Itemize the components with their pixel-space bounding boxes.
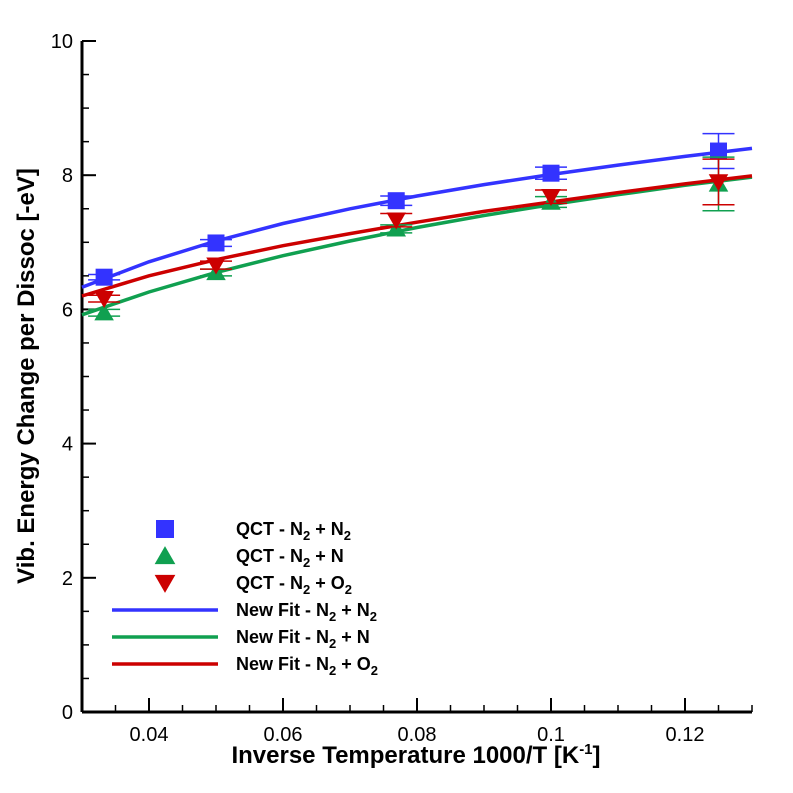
legend-item: New Fit - N2 + O2 bbox=[112, 654, 378, 678]
legend-label: QCT - N2 + N2 bbox=[236, 519, 351, 543]
y-tick-label: 10 bbox=[51, 31, 73, 53]
data-point bbox=[207, 234, 225, 252]
x-tick-label: 0.1 bbox=[537, 724, 565, 746]
x-axis-title: Inverse Temperature 1000/T [K-1] bbox=[231, 741, 600, 769]
y-axis-title: Vib. Energy Change per Dissoc [-eV] bbox=[13, 168, 40, 584]
y-tick-label: 6 bbox=[62, 299, 73, 321]
legend-label: New Fit - N2 + N2 bbox=[236, 600, 377, 624]
data-point bbox=[94, 291, 114, 309]
y-tick-label: 4 bbox=[62, 434, 73, 456]
marker-series bbox=[88, 156, 735, 321]
x-tick-label: 0.06 bbox=[264, 724, 303, 746]
x-tick-label: 0.12 bbox=[666, 724, 705, 746]
y-tick-label: 0 bbox=[62, 702, 73, 724]
marker-series bbox=[88, 158, 735, 309]
legend-marker-swatch bbox=[154, 574, 176, 593]
legend-marker-swatch bbox=[154, 546, 176, 565]
y-tick-label: 2 bbox=[62, 568, 73, 590]
data-point bbox=[387, 192, 405, 210]
data-point bbox=[95, 268, 113, 286]
legend-label: New Fit - N2 + N bbox=[236, 627, 370, 651]
legend-item: QCT - N2 + O2 bbox=[154, 573, 352, 597]
legend-label: QCT - N2 + N bbox=[236, 546, 344, 570]
y-tick-label: 8 bbox=[62, 165, 73, 187]
legend-item: QCT - N2 + N bbox=[154, 546, 344, 570]
legend-item: QCT - N2 + N2 bbox=[156, 519, 351, 543]
data-point bbox=[206, 257, 226, 275]
legend-label: QCT - N2 + O2 bbox=[236, 573, 352, 597]
marker-series bbox=[88, 132, 735, 286]
fit-line bbox=[81, 174, 753, 298]
legend-label: New Fit - N2 + O2 bbox=[236, 654, 378, 678]
data-point bbox=[94, 303, 114, 321]
x-tick-label: 0.04 bbox=[130, 724, 169, 746]
fit-line bbox=[81, 175, 753, 317]
legend-item: New Fit - N2 + N2 bbox=[112, 600, 377, 624]
legend: QCT - N2 + N2 QCT - N2 + N QCT - N2 + O2 Ne… bbox=[112, 519, 378, 678]
fit-line bbox=[81, 146, 753, 289]
data-point bbox=[386, 212, 407, 230]
data-point bbox=[710, 142, 727, 160]
series-layer bbox=[81, 132, 753, 321]
data-point bbox=[541, 189, 561, 207]
x-tick-label: 0.08 bbox=[398, 724, 437, 746]
legend-item: New Fit - N2 + N bbox=[112, 627, 370, 651]
data-point bbox=[542, 164, 560, 182]
legend-marker-swatch bbox=[156, 520, 174, 538]
x-axis: 0.04 0.06 0.08 0.1 0.12 bbox=[81, 698, 753, 746]
data-point bbox=[708, 174, 729, 192]
y-axis: 0 2 4 6 8 10 bbox=[51, 31, 96, 724]
